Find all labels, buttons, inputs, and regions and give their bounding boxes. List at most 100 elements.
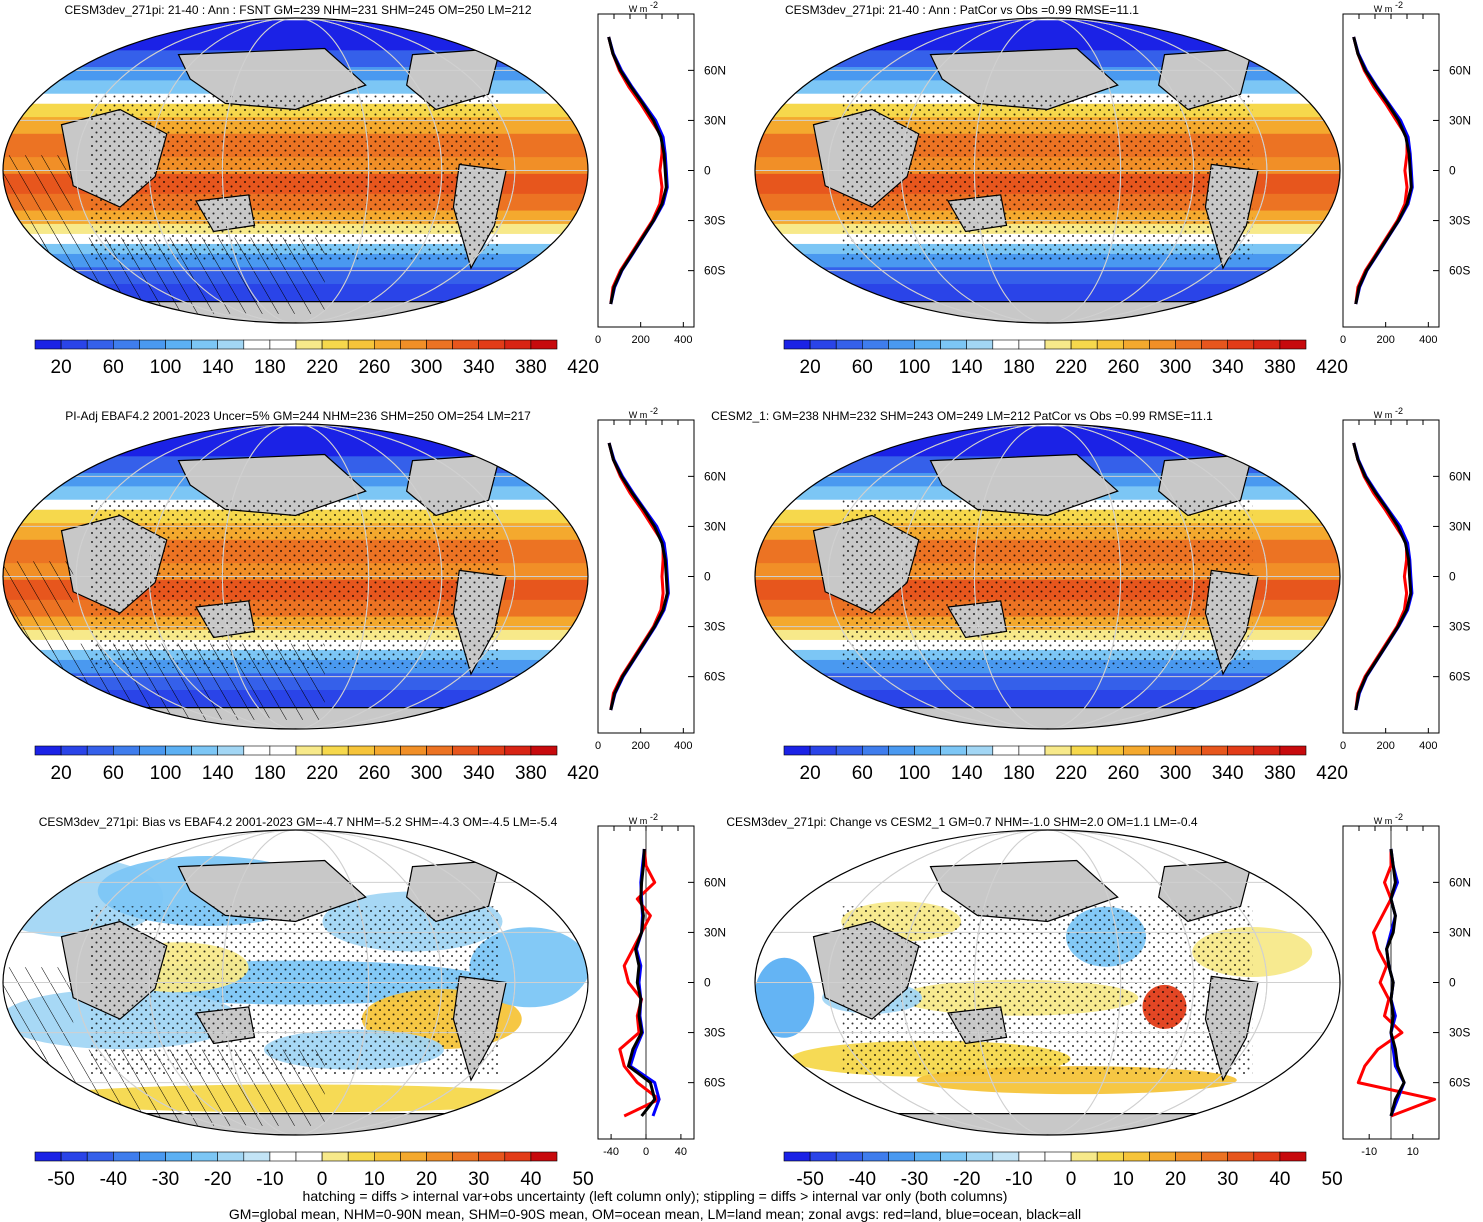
colorbar-box — [243, 1151, 271, 1162]
colorbar-box — [530, 745, 558, 756]
hatching — [3, 1049, 325, 1126]
colorbar-box — [295, 745, 323, 756]
lat-label: 60N — [1449, 875, 1471, 889]
colorbar-box — [139, 1151, 166, 1162]
colorbar-box — [113, 1151, 140, 1162]
zonal-unit: W m — [629, 816, 648, 826]
lat-label: 0 — [1449, 570, 1456, 584]
colorbar-box — [243, 339, 271, 350]
colorbar-box — [191, 1151, 219, 1162]
hatching — [3, 967, 74, 1059]
colorbar-box — [217, 1151, 245, 1162]
colorbar-box — [321, 1151, 349, 1162]
lat-label: 30N — [1449, 519, 1471, 533]
colorbar-box — [992, 745, 1020, 756]
hatching — [3, 155, 74, 247]
colorbar-box — [1018, 339, 1046, 350]
colorbar-box — [426, 1151, 453, 1162]
colorbar-label: 260 — [358, 763, 390, 784]
zonal-xtick-label: 400 — [674, 334, 692, 346]
zonal-line-land — [1356, 849, 1437, 1118]
colorbar-box — [60, 1151, 88, 1162]
colorbar-box — [809, 339, 837, 350]
colorbar-label: 100 — [899, 763, 931, 784]
colorbar-box — [1044, 745, 1072, 756]
colorbar-label: 220 — [306, 357, 338, 378]
colorbar-box — [452, 339, 480, 350]
colorbar-label: 420 — [1316, 763, 1348, 784]
colorbar-label: 220 — [1055, 763, 1087, 784]
colorbar-box — [1096, 339, 1124, 350]
colorbar-label: 260 — [358, 357, 390, 378]
lat-label: 30S — [1449, 1026, 1470, 1040]
colorbar-label: 380 — [1264, 763, 1296, 784]
colorbar-label: 0 — [1066, 1169, 1077, 1190]
colorbar-box — [1149, 745, 1176, 756]
hatching — [3, 643, 325, 720]
colorbar-box — [347, 339, 375, 350]
panel-6: CESM3dev_271pi: Change vs CESM2_1 GM=0.7… — [726, 812, 1471, 1190]
colorbar-label: 20 — [416, 1169, 437, 1190]
stippling — [90, 906, 501, 1074]
panel-title: PI-Adj EBAF4.2 2001-2023 Uncer=5% GM=244… — [65, 409, 531, 423]
colorbar-box — [191, 745, 219, 756]
footer-line2: GM=global mean, NHM=0-90N mean, SHM=0-90… — [228, 1206, 1082, 1222]
colorbar-label: 50 — [573, 1169, 594, 1190]
graticule-lon — [827, 18, 1268, 323]
colorbar-box — [373, 339, 401, 350]
lat-label: 30N — [1449, 925, 1471, 939]
colorbar-box — [269, 745, 297, 756]
zonal-xtick-label: -40 — [603, 1146, 619, 1158]
colorbar-box — [113, 745, 140, 756]
zonal-xtick-label: 0 — [1340, 740, 1346, 752]
colorbar-box — [1175, 745, 1202, 756]
colorbar-box — [966, 745, 994, 756]
colorbar-box — [400, 339, 427, 350]
colorbar-label: -40 — [100, 1169, 127, 1190]
zonal-xtick-label: 400 — [674, 740, 692, 752]
colorbar-label: 300 — [411, 763, 443, 784]
zonal-mean-plot: W m -2 60N 30N 0 30S 60S 0 200 400 — [595, 0, 726, 346]
colorbar-box — [783, 1151, 811, 1162]
colorbar-label: 40 — [1269, 1169, 1290, 1190]
zonal-line-all — [1352, 36, 1413, 305]
zonal-xtick-label: 40 — [675, 1146, 687, 1158]
zonal-xtick-label: 200 — [1376, 334, 1394, 346]
colorbar-label: -30 — [901, 1169, 928, 1190]
colorbar-box — [888, 339, 915, 350]
zonal-unit-exponent: -2 — [1395, 0, 1403, 10]
colorbar-label: 380 — [515, 357, 547, 378]
colorbar-box — [783, 745, 811, 756]
lat-label: 0 — [1449, 976, 1456, 990]
colorbar-label: 220 — [1055, 357, 1087, 378]
colorbar-label: -50 — [47, 1169, 74, 1190]
zonal-unit-exponent: -2 — [650, 812, 658, 822]
panel-title: CESM3dev_271pi: 21-40 : Ann : PatCor vs … — [785, 3, 1139, 17]
colorbar-box — [1070, 745, 1098, 756]
colorbar-label: 140 — [202, 763, 234, 784]
colorbar-label: 60 — [852, 763, 873, 784]
colorbar-box — [139, 339, 166, 350]
colorbar-box — [400, 745, 427, 756]
zonal-unit: W m — [629, 4, 648, 14]
colorbar-label: -50 — [796, 1169, 823, 1190]
colorbar-box — [914, 745, 941, 756]
colorbar-label: 140 — [202, 357, 234, 378]
zonal-xtick-label: 0 — [595, 740, 601, 752]
colorbar-label: 140 — [951, 357, 983, 378]
colorbar-label: 340 — [1212, 357, 1244, 378]
colorbar-box — [1253, 745, 1281, 756]
colorbar-box — [1149, 1151, 1176, 1162]
colorbar-box — [321, 339, 349, 350]
colorbar-box — [347, 745, 375, 756]
colorbar-box — [504, 1151, 532, 1162]
colorbar-box — [861, 339, 889, 350]
graticule-lon — [148, 830, 443, 1135]
panel-title: CESM3dev_271pi: Bias vs EBAF4.2 2001-202… — [39, 815, 558, 829]
colorbar-box — [86, 339, 114, 350]
colorbar-box — [809, 1151, 837, 1162]
colorbar-label: 420 — [567, 763, 599, 784]
colorbar-label: -40 — [849, 1169, 876, 1190]
colorbar-box — [269, 1151, 297, 1162]
colorbar-box — [34, 1151, 62, 1162]
